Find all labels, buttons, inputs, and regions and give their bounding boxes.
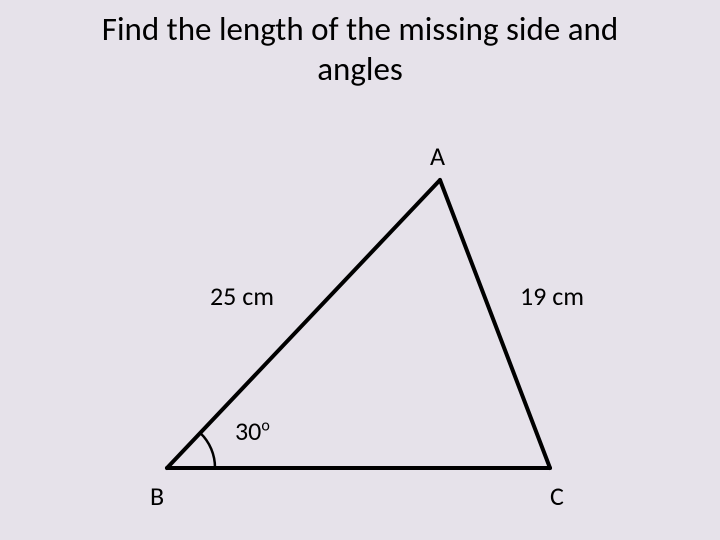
- angle-label-b: 30o: [235, 415, 270, 447]
- vertex-label-a: A: [430, 140, 445, 172]
- vertex-label-c: C: [550, 480, 564, 512]
- side-label-ac: 19 cm: [520, 280, 584, 312]
- angle-b-unit: o: [261, 416, 269, 435]
- angle-b-value: 30: [235, 415, 261, 447]
- side-label-ab: 25 cm: [210, 280, 274, 312]
- side-ab: [167, 180, 440, 468]
- vertex-label-b: B: [150, 480, 164, 512]
- side-ac: [440, 180, 550, 468]
- angle-arc-b: [200, 433, 215, 468]
- triangle-figure: [0, 0, 720, 540]
